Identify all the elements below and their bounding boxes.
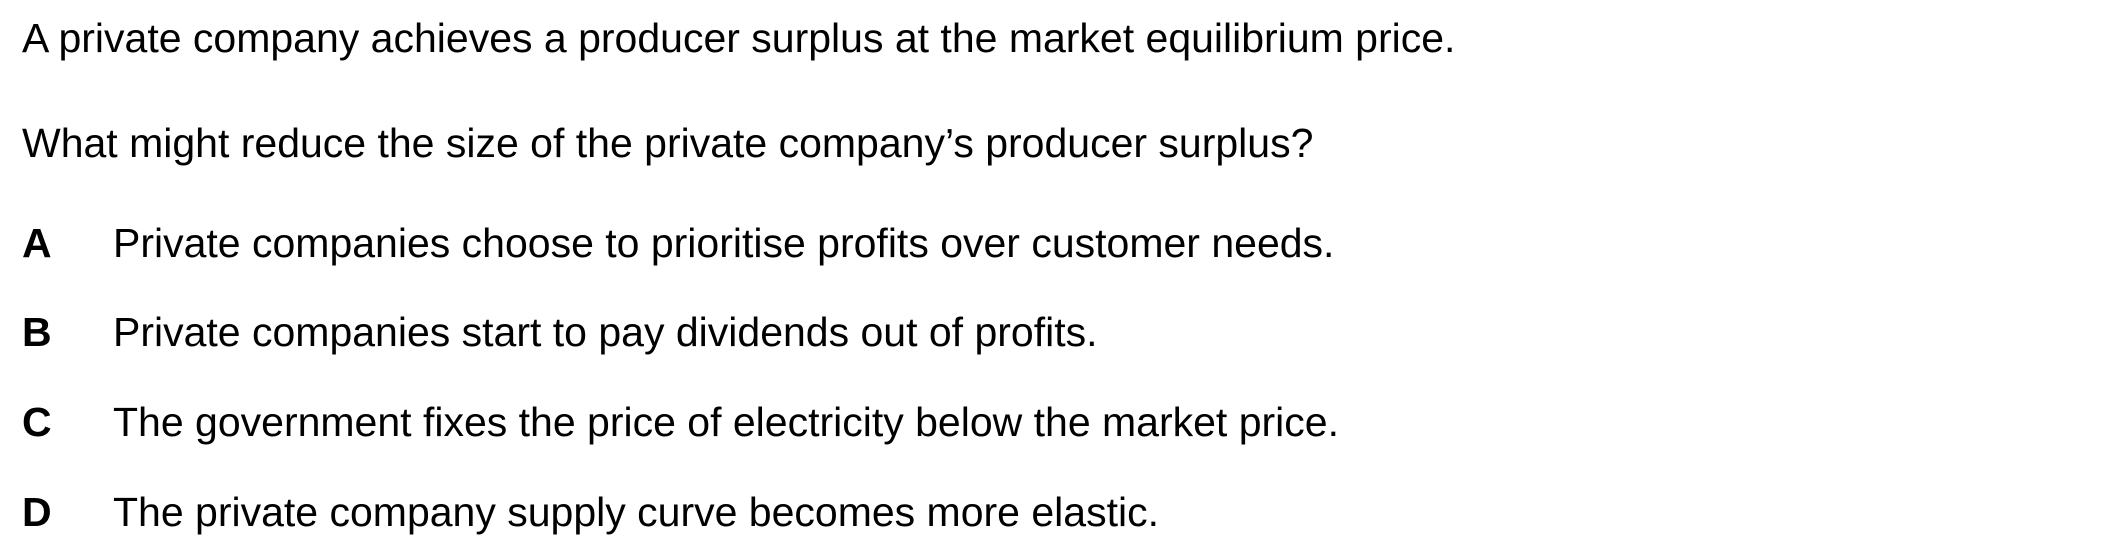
option-letter: A [22, 220, 52, 266]
option-text: The private company supply curve becomes… [113, 489, 1159, 535]
option-text: Private companies start to pay dividends… [113, 309, 1098, 355]
option-letter: D [22, 489, 52, 535]
option-letter: B [22, 309, 52, 355]
option-text: The government fixes the price of electr… [113, 399, 1339, 445]
question-statement: A private company achieves a producer su… [22, 15, 1456, 61]
option-text: Private companies choose to prioritise p… [113, 220, 1335, 266]
option-letter: C [22, 399, 52, 445]
question-prompt: What might reduce the size of the privat… [22, 120, 1314, 166]
